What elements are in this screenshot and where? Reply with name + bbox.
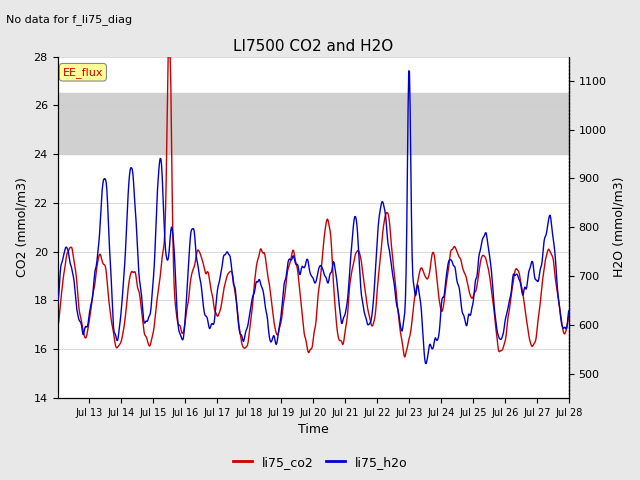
Legend: li75_co2, li75_h2o: li75_co2, li75_h2o [228, 451, 412, 474]
Title: LI7500 CO2 and H2O: LI7500 CO2 and H2O [233, 39, 393, 54]
Y-axis label: CO2 (mmol/m3): CO2 (mmol/m3) [15, 177, 28, 277]
Y-axis label: H2O (mmol/m3): H2O (mmol/m3) [612, 177, 625, 277]
Bar [58, 93, 569, 154]
Text: EE_flux: EE_flux [63, 67, 103, 78]
X-axis label: Time: Time [298, 423, 328, 436]
Text: No data for f_li75_diag: No data for f_li75_diag [6, 14, 132, 25]
